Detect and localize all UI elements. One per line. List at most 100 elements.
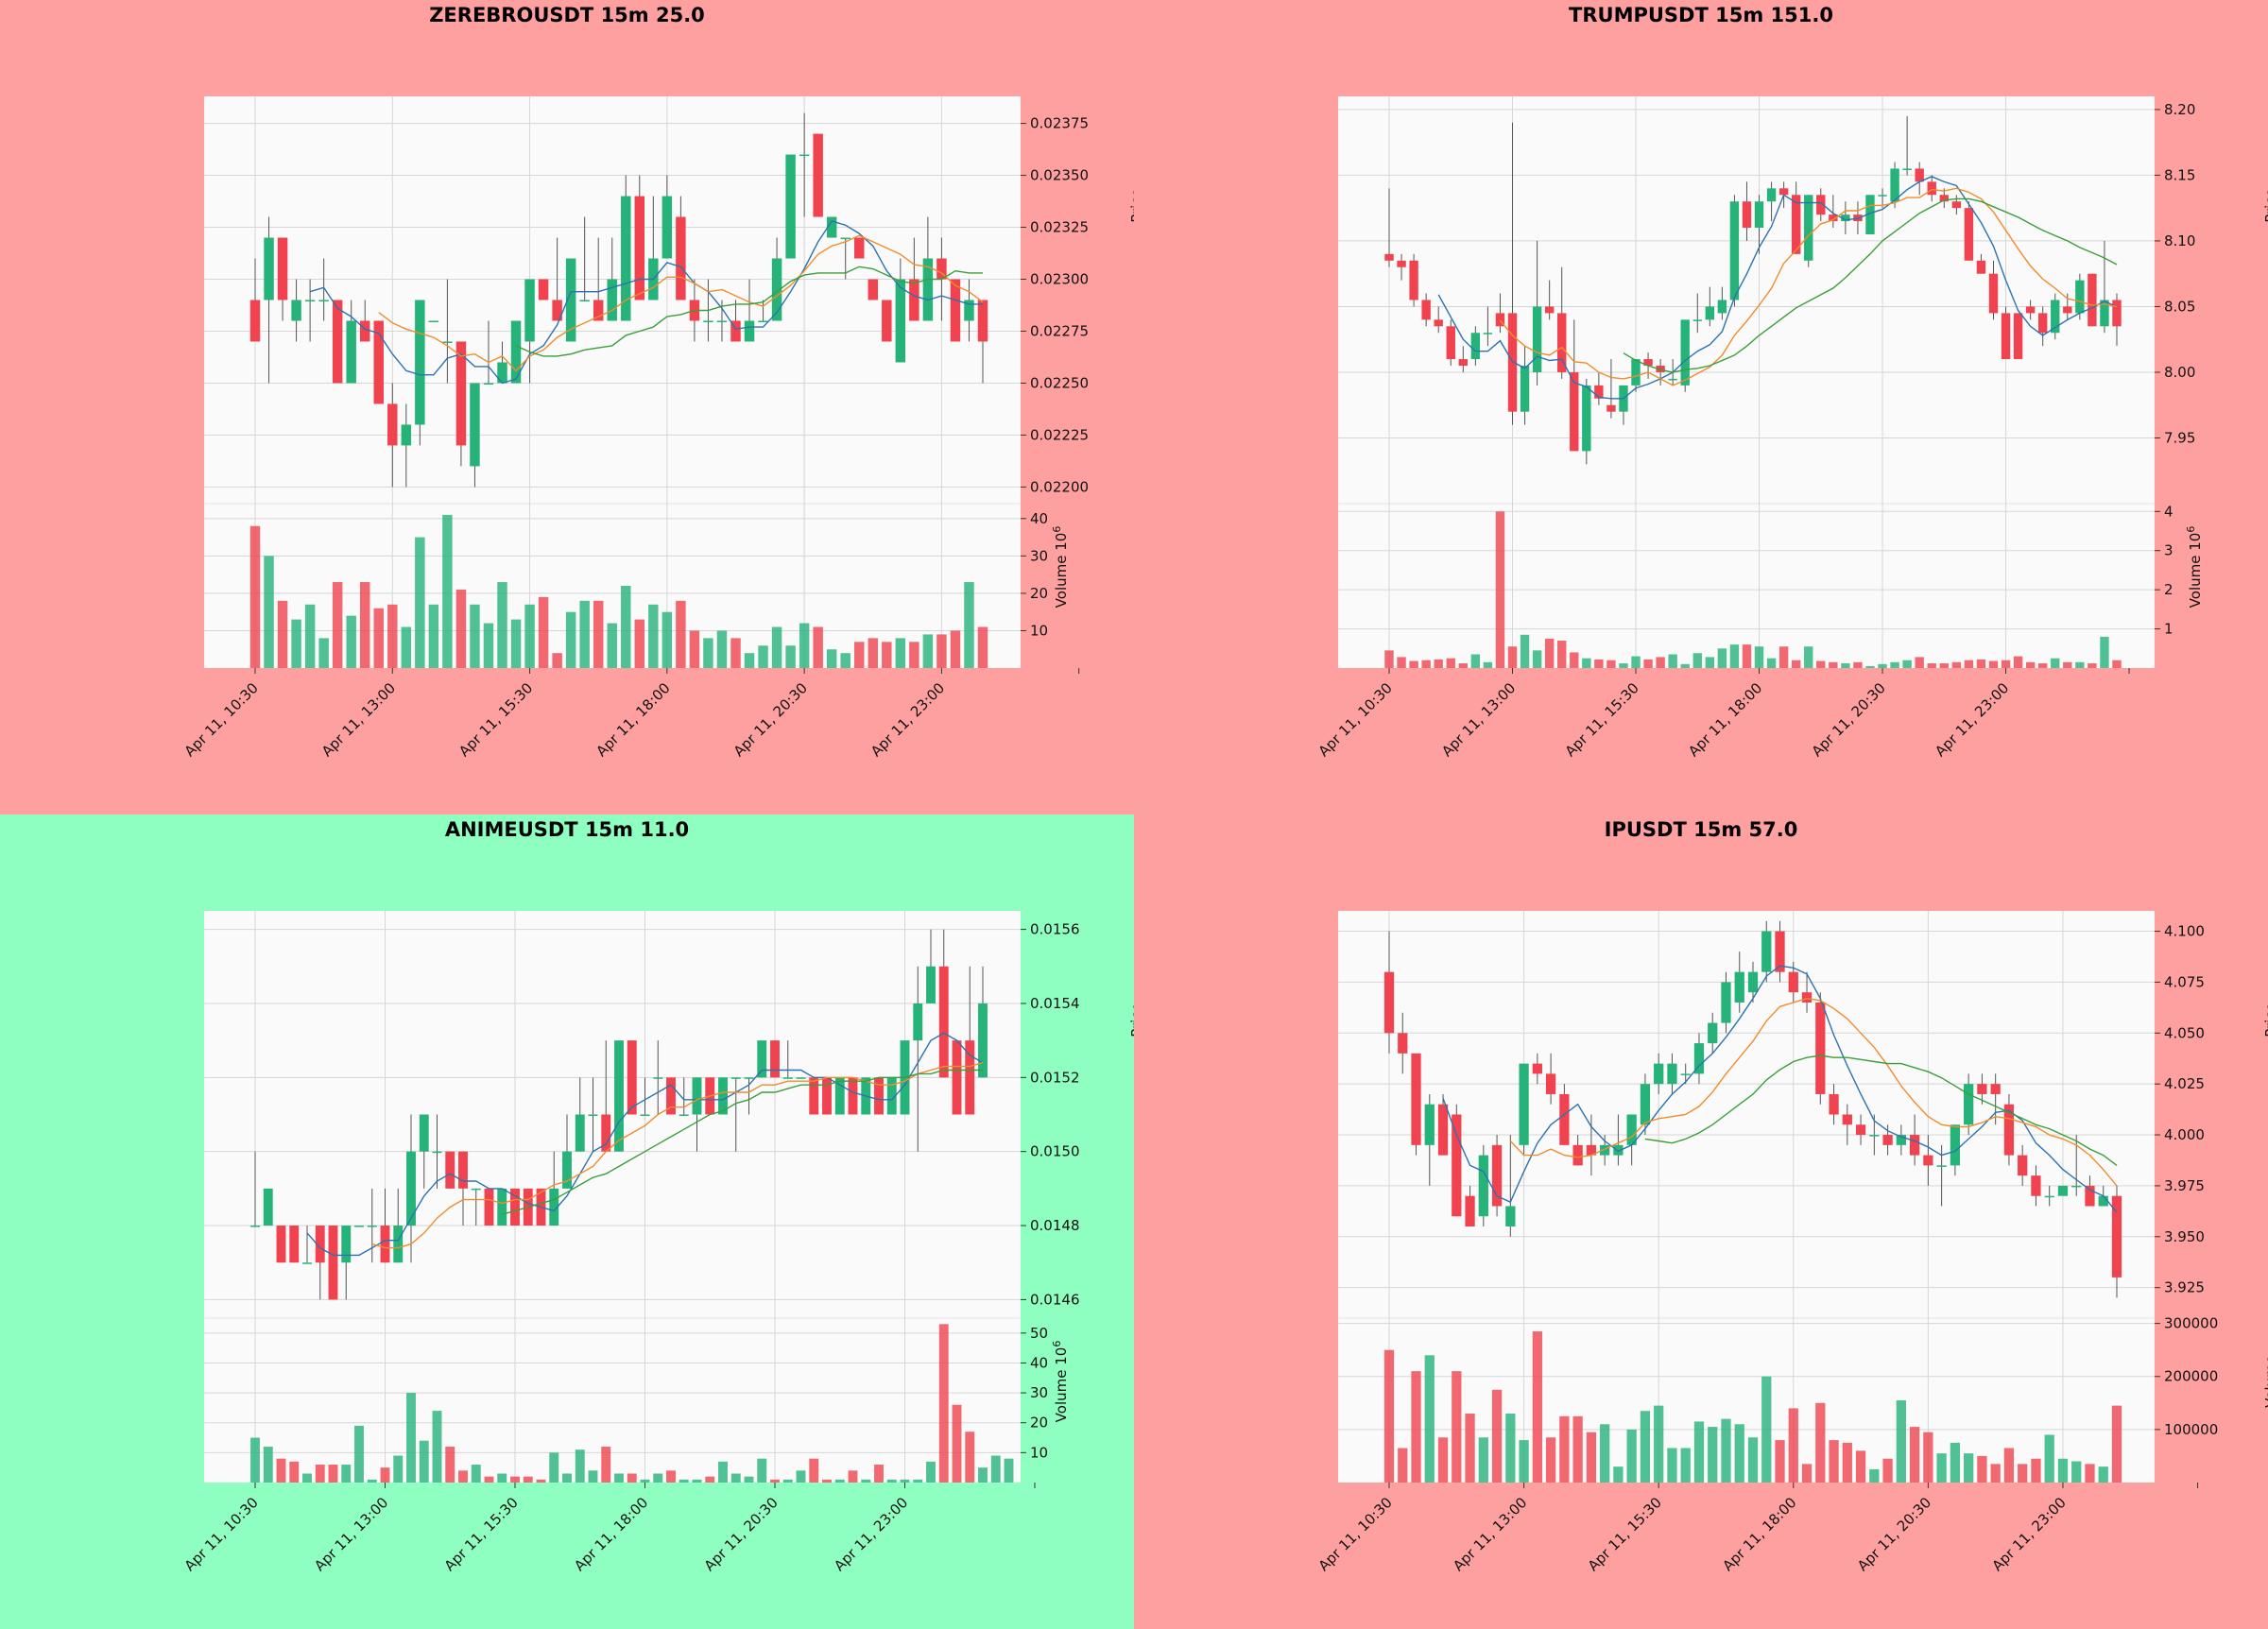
candle: [562, 1114, 572, 1189]
volume-bar: [676, 600, 686, 668]
volume-bar: [1865, 665, 1875, 668]
volume-bar: [744, 1476, 754, 1483]
volume-bar: [593, 600, 604, 668]
volume-bar: [1680, 1448, 1691, 1483]
volume-bar: [1458, 663, 1469, 668]
candle-body: [718, 1077, 728, 1115]
candle-body: [1478, 1155, 1488, 1217]
candle: [1717, 286, 1727, 320]
candle: [354, 1226, 364, 1227]
volume-bar: [874, 1465, 884, 1483]
volume-bar: [1631, 656, 1641, 668]
candle: [510, 320, 522, 384]
candle-body: [315, 1226, 325, 1263]
candle-body: [607, 279, 617, 321]
volume-bar: [470, 604, 480, 668]
candle: [1708, 1012, 1718, 1054]
candle-body: [1557, 313, 1567, 372]
volume-axis-label: Volume 106: [2185, 526, 2204, 609]
candle-body: [938, 966, 949, 1078]
candle: [796, 1077, 806, 1079]
candle-body: [1990, 1084, 2001, 1094]
candle-body: [1600, 1144, 1610, 1156]
candle: [1600, 1135, 1610, 1166]
volume-bar: [718, 1461, 728, 1483]
volume-bar: [2057, 1458, 2069, 1483]
volume-bar: [1815, 1402, 1826, 1483]
volume-bar: [782, 1479, 793, 1483]
candle-body: [1950, 1124, 1961, 1166]
x-tick-label: Apr 11, 13:00: [1438, 679, 1519, 760]
candle-body: [263, 1188, 273, 1226]
x-tick-label: Apr 11, 18:00: [1719, 1494, 1799, 1574]
candle-body: [588, 1114, 598, 1116]
volume-bar: [965, 1432, 975, 1483]
candle: [666, 1077, 676, 1115]
volume-bar: [648, 604, 659, 668]
y-tick-label: 3.925: [2164, 1279, 2205, 1296]
candle-body: [977, 300, 988, 342]
y-tick-label: 0.02225: [1030, 426, 1089, 443]
candle-body: [2013, 313, 2023, 360]
candle-body: [1964, 208, 1974, 261]
volume-axis-label: Volume 106: [1051, 1341, 1070, 1423]
candle: [1570, 319, 1579, 452]
volume-bar: [264, 556, 274, 668]
candle-body: [264, 237, 274, 300]
volume-bar: [523, 1476, 533, 1483]
volume-bar: [679, 1479, 689, 1483]
candle: [938, 929, 949, 1078]
volume-bar: [1470, 654, 1481, 668]
candle-body: [1491, 1144, 1503, 1207]
volume-bar: [1626, 1429, 1637, 1483]
volume-bar: [938, 1324, 949, 1483]
candle-body: [950, 279, 961, 342]
x-tick-label: Apr 11, 23:00: [831, 1494, 911, 1574]
candle-body: [2063, 306, 2072, 314]
candle-body: [1544, 306, 1555, 314]
y-tick-label: 7.95: [2164, 429, 2195, 446]
chart-svg: Apr 11, 10:30 Apr 11, 13:00 Apr 11, 15:30 A…: [181, 911, 1134, 1574]
candle-body: [552, 300, 562, 321]
candle-body: [1708, 1022, 1718, 1044]
candle: [785, 154, 796, 259]
volume-bar: [1950, 1442, 1961, 1483]
candle-body: [415, 300, 425, 425]
volume-bar: [1964, 660, 1974, 668]
volume-bar: [2071, 1461, 2082, 1483]
candle-body: [2001, 313, 2011, 360]
candle-body: [1532, 1063, 1542, 1074]
candle: [432, 1114, 442, 1189]
candle-body: [978, 1003, 988, 1078]
volume-bar: [575, 1449, 585, 1483]
volume-bar: [1788, 1408, 1798, 1483]
candle-body: [909, 279, 919, 321]
volume-bar: [1667, 1448, 1677, 1483]
chart-title: TRUMPUSDT 15m 151.0: [1569, 4, 1833, 26]
x-tick-label: Apr 11, 20:30: [701, 1494, 782, 1574]
x-tick-label: Apr 11, 13:00: [318, 679, 399, 760]
candle: [1606, 359, 1616, 419]
candle: [1680, 1063, 1691, 1085]
candle: [913, 966, 923, 1152]
candle: [373, 320, 384, 404]
candle-body: [510, 320, 522, 384]
volume-bar: [882, 642, 892, 668]
volume-bar: [1384, 650, 1394, 668]
volume-bar: [318, 638, 329, 668]
candle: [640, 1077, 650, 1116]
volume-bar: [1909, 1427, 1920, 1483]
candle-body: [601, 1114, 611, 1152]
price-plot-area: [1338, 911, 2155, 1318]
candle-body: [1734, 971, 1744, 1003]
candle: [950, 279, 961, 342]
candle-body: [359, 320, 370, 342]
candle: [1667, 1053, 1677, 1094]
candle-body: [1882, 1135, 1893, 1145]
candle: [1582, 378, 1591, 465]
candle: [1842, 1104, 1852, 1145]
candle: [445, 1151, 455, 1189]
candle-body: [575, 1114, 585, 1152]
y-tick-label: 0.02275: [1030, 322, 1089, 339]
volume-bar: [758, 645, 768, 668]
